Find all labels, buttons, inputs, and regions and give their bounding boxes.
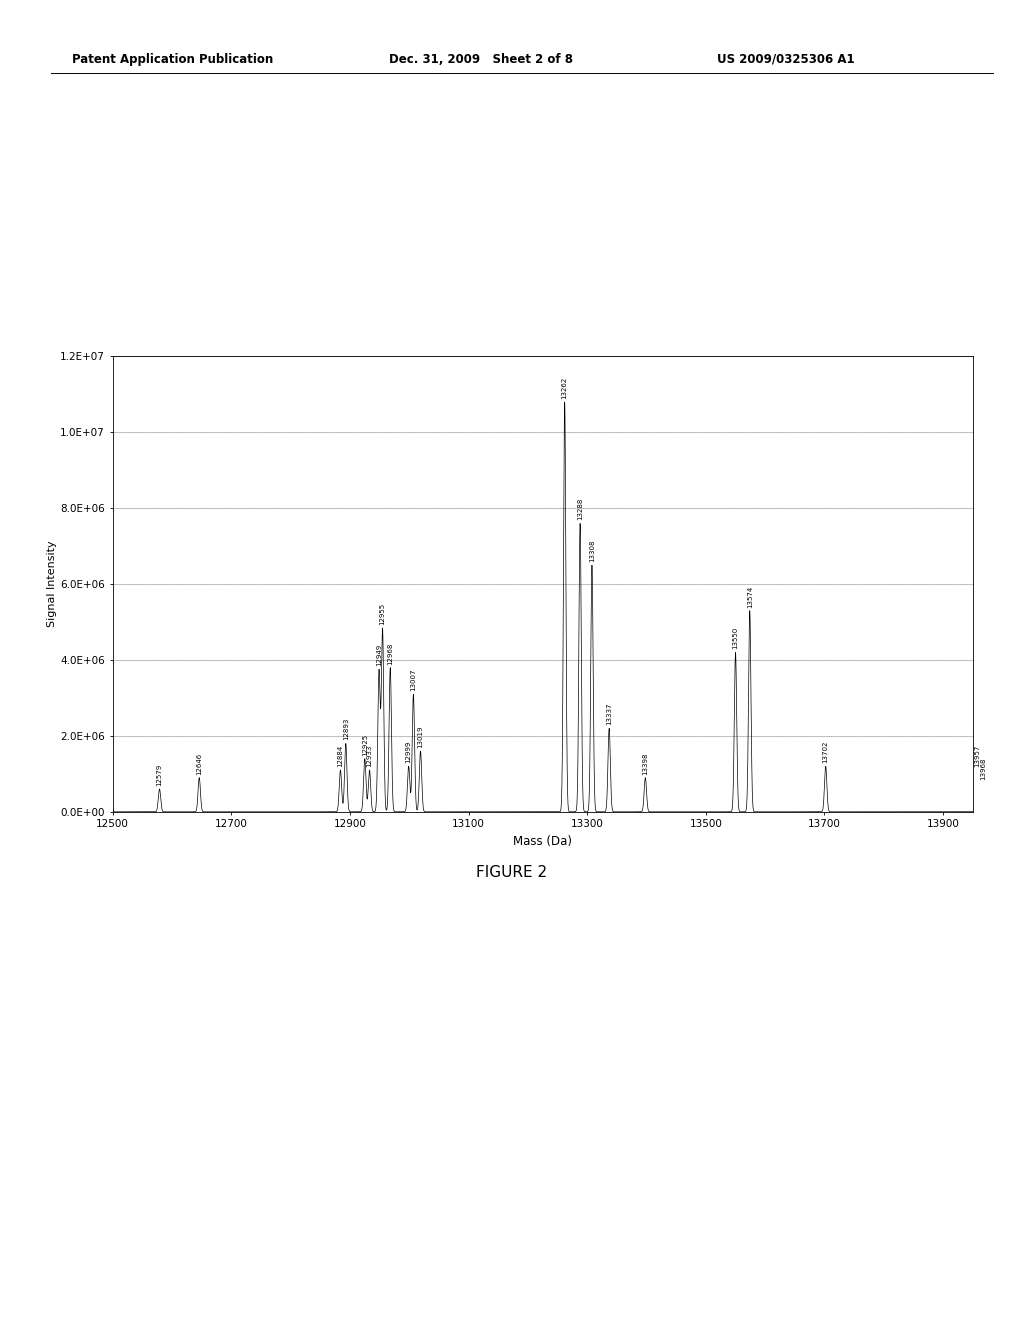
Text: 13574: 13574	[746, 585, 753, 607]
Text: 13019: 13019	[418, 726, 424, 748]
Text: FIGURE 2: FIGURE 2	[476, 865, 548, 879]
Text: 12949: 12949	[376, 644, 382, 667]
Text: 13398: 13398	[642, 752, 648, 775]
Text: 12999: 12999	[406, 741, 412, 763]
Text: 12579: 12579	[157, 764, 163, 785]
Text: 13968: 13968	[980, 758, 986, 780]
Text: 13337: 13337	[606, 702, 612, 725]
Text: 12893: 12893	[343, 718, 349, 741]
Text: 13007: 13007	[411, 669, 417, 692]
Text: 13550: 13550	[732, 627, 738, 649]
Text: 13308: 13308	[589, 540, 595, 562]
Text: 13957: 13957	[974, 744, 980, 767]
Text: 13288: 13288	[578, 498, 583, 520]
Text: 13262: 13262	[562, 376, 567, 399]
Text: 12968: 12968	[387, 642, 393, 664]
Text: 12955: 12955	[380, 603, 386, 626]
Text: 12925: 12925	[361, 734, 368, 755]
Y-axis label: Signal Intensity: Signal Intensity	[47, 541, 57, 627]
Text: US 2009/0325306 A1: US 2009/0325306 A1	[717, 53, 854, 66]
Text: Patent Application Publication: Patent Application Publication	[72, 53, 273, 66]
Text: 12646: 12646	[197, 752, 203, 775]
Text: 13702: 13702	[822, 741, 828, 763]
Text: 12933: 12933	[367, 744, 373, 767]
Text: Dec. 31, 2009   Sheet 2 of 8: Dec. 31, 2009 Sheet 2 of 8	[389, 53, 573, 66]
Text: 12884: 12884	[338, 744, 343, 767]
X-axis label: Mass (Da): Mass (Da)	[513, 836, 572, 847]
